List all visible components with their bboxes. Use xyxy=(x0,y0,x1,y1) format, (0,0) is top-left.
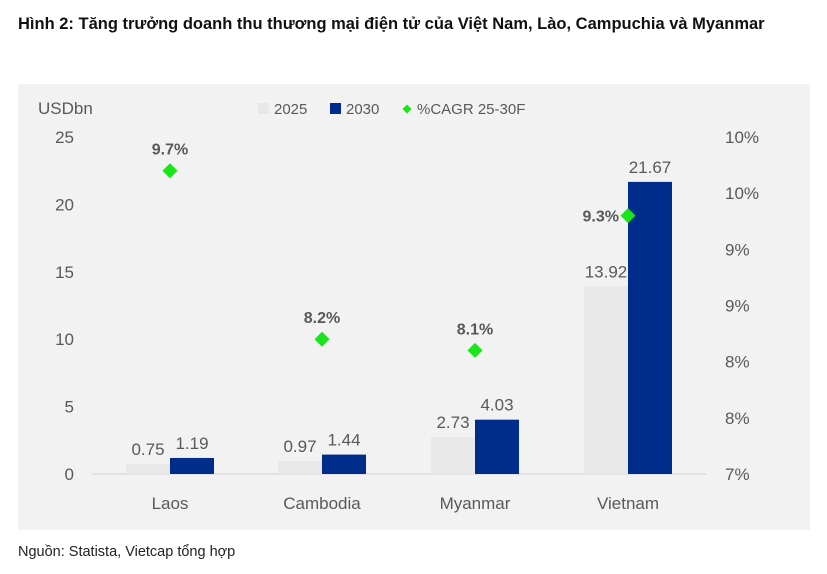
cagr-marker-cambodia xyxy=(314,331,330,347)
bar-2025-myanmar xyxy=(431,437,475,474)
bar-2025-cambodia xyxy=(278,460,322,474)
data-label-2030: 1.44 xyxy=(327,431,360,450)
x-tick-label: Vietnam xyxy=(597,494,659,513)
bar-2025-laos xyxy=(126,463,170,474)
cagr-marker-laos xyxy=(162,163,178,179)
cagr-label: 9.3% xyxy=(583,209,619,226)
data-label-2025: 0.97 xyxy=(283,437,316,456)
bar-2030-myanmar xyxy=(475,419,519,474)
x-tick-label: Myanmar xyxy=(440,494,511,513)
y-tick-label: 25 xyxy=(55,128,74,147)
y2-tick-label: 10% xyxy=(725,128,759,147)
cagr-marker-vietnam xyxy=(620,208,636,224)
x-tick-label: Cambodia xyxy=(283,494,361,513)
chart-panel xyxy=(18,84,810,530)
y2-tick-label: 10% xyxy=(725,184,759,203)
legend-swatch-2030 xyxy=(330,103,341,114)
y2-tick-label: 9% xyxy=(725,297,750,316)
data-label-2025: 13.92 xyxy=(585,262,628,281)
cagr-label: 8.1% xyxy=(457,321,493,338)
y-tick-label: 15 xyxy=(55,263,74,282)
data-label-2030: 21.67 xyxy=(629,158,672,177)
cagr-label: 8.2% xyxy=(304,310,340,327)
legend-swatch-2025 xyxy=(258,103,269,114)
cagr-marker-myanmar xyxy=(467,342,483,358)
data-label-2025: 2.73 xyxy=(436,413,469,432)
legend-label-2030: 2030 xyxy=(346,101,379,118)
bar-2030-vietnam xyxy=(628,181,672,474)
data-label-2025: 0.75 xyxy=(131,440,164,459)
y2-tick-label: 8% xyxy=(725,409,750,428)
legend-swatch-cagr xyxy=(402,104,412,114)
chart-title: Hình 2: Tăng trưởng doanh thu thương mại… xyxy=(18,15,765,33)
data-label-2030: 4.03 xyxy=(480,396,513,415)
bar-2025-vietnam xyxy=(584,286,628,474)
bar-2030-laos xyxy=(170,457,214,474)
y-tick-label: 10 xyxy=(55,330,74,349)
data-label-2030: 1.19 xyxy=(175,434,208,453)
y2-tick-label: 9% xyxy=(725,240,750,259)
x-tick-label: Laos xyxy=(152,494,189,513)
legend-label-cagr: %CAGR 25-30F xyxy=(417,101,525,118)
y-tick-label: 20 xyxy=(55,195,74,214)
y2-tick-label: 7% xyxy=(725,465,750,484)
legend-label-2025: 2025 xyxy=(274,101,307,118)
y-axis-label: USDbn xyxy=(38,99,93,118)
bar-2030-cambodia xyxy=(322,454,366,474)
y-tick-label: 5 xyxy=(65,398,74,417)
y-tick-label: 0 xyxy=(65,465,74,484)
y2-tick-label: 8% xyxy=(725,353,750,372)
cagr-label: 9.7% xyxy=(152,142,188,159)
source-note: Nguồn: Statista, Vietcap tổng hợp xyxy=(18,544,236,560)
